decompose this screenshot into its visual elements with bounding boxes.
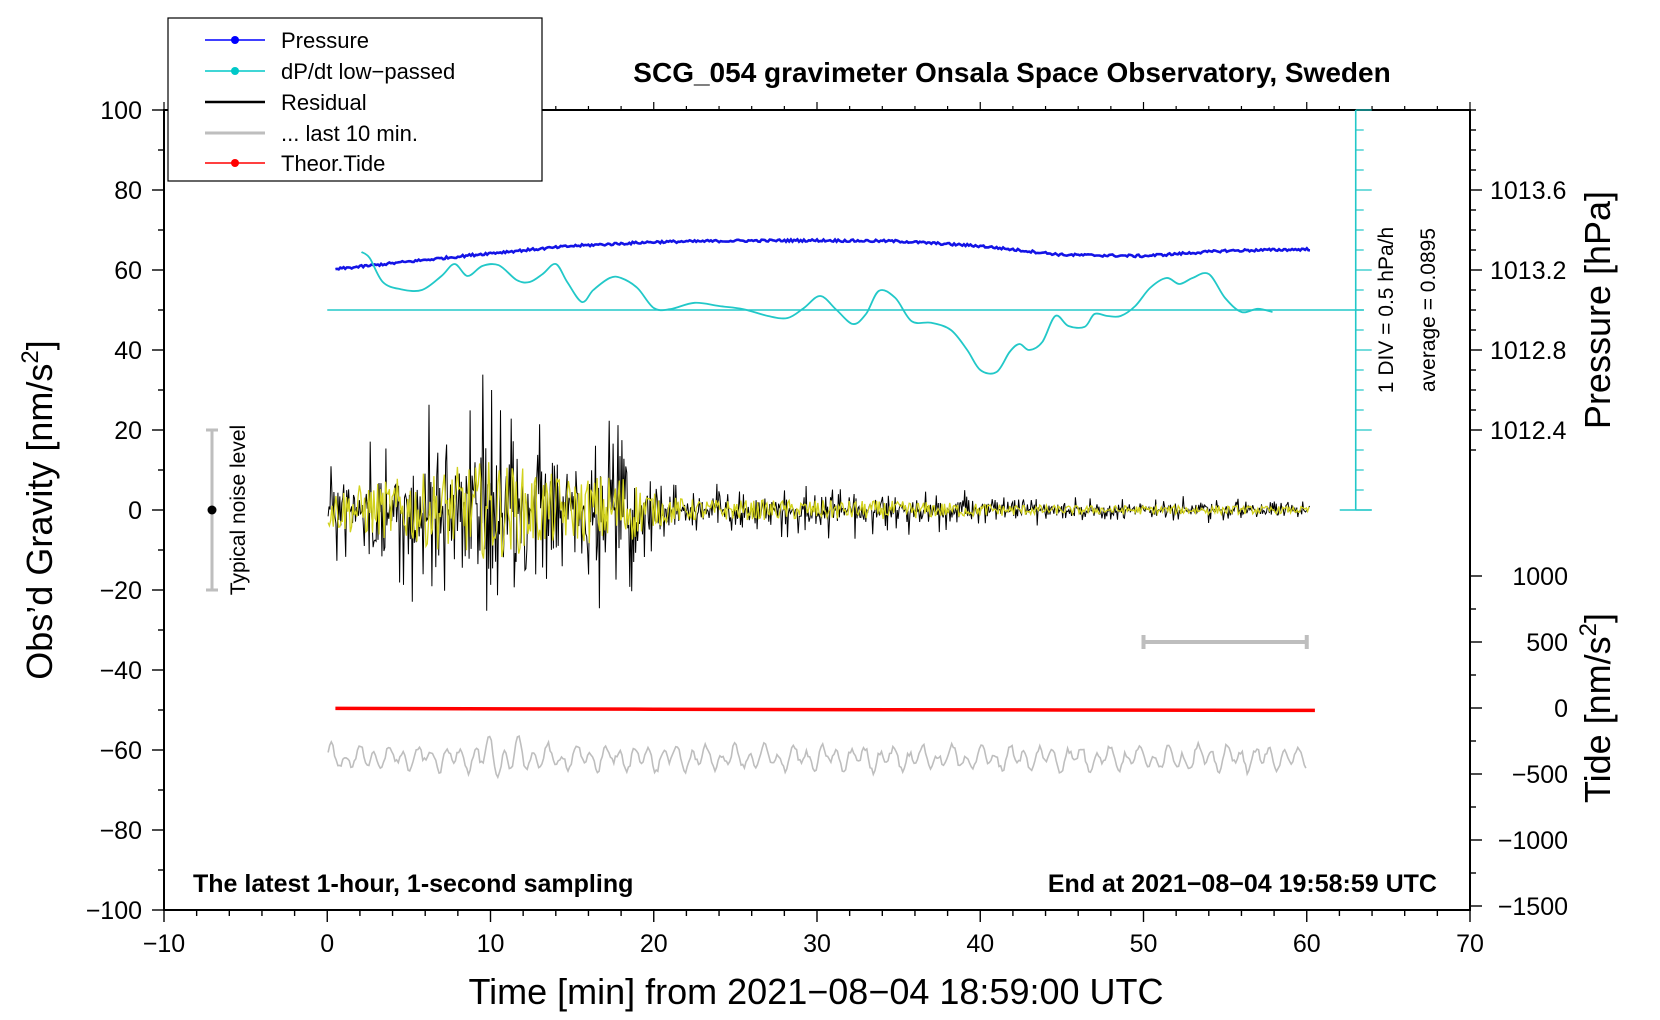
- x-tick-label: 30: [803, 930, 831, 958]
- legend-marker-pressure: [231, 36, 239, 44]
- footer-left-note: The latest 1‑hour, 1‑second sampling: [193, 870, 633, 898]
- legend-label-pressure: Pressure: [281, 28, 369, 53]
- pressure-tick-label: 1013.2: [1490, 257, 1566, 285]
- noise-level-label: Typical noise level: [227, 425, 250, 595]
- y-tick-label-left: 80: [114, 177, 142, 205]
- x-tick-label: 20: [640, 930, 668, 958]
- y-tick-label-left: −80: [100, 817, 142, 845]
- x-tick-label: 60: [1293, 930, 1321, 958]
- y-tick-label-left: 40: [114, 337, 142, 365]
- tide-tick-label: −500: [1512, 761, 1568, 789]
- footer-right-note: End at 2021−08−04 19:58:59 UTC: [1048, 870, 1437, 898]
- legend: Pressure dP/dt low−passed Residual ... l…: [167, 17, 543, 182]
- legend-item-tide: Theor.Tide: [205, 151, 385, 176]
- y-tick-label-left: −20: [100, 577, 142, 605]
- tide-tick-label: 0: [1554, 695, 1568, 723]
- legend-box: [167, 17, 543, 182]
- pressure-line: [335, 237, 1311, 271]
- x-tick-label: 40: [966, 930, 994, 958]
- tide-tick-label: −1500: [1498, 893, 1568, 921]
- y-tick-label-left: −60: [100, 737, 142, 765]
- pressure-tick-label: 1013.6: [1490, 177, 1566, 205]
- tide-tick-label: −1000: [1498, 827, 1568, 855]
- pressure-tick-label: 1012.8: [1490, 337, 1566, 365]
- x-tick-label: 50: [1130, 930, 1158, 958]
- y-axis-label-left: Obs’d Gravity [nm/s2]: [17, 340, 60, 679]
- y-tick-label-left: 20: [114, 417, 142, 445]
- y-tick-label-left: −40: [100, 657, 142, 685]
- legend-item-residual: Residual: [205, 90, 367, 115]
- legend-label-dpdt: dP/dt low−passed: [281, 59, 455, 84]
- x-axis-label: Time [min] from 2021−08−04 18:59:00 UTC: [468, 971, 1163, 1012]
- tide-line: [335, 706, 1315, 713]
- legend-marker-dpdt: [231, 67, 239, 75]
- pressure-tick-label: 1012.4: [1490, 417, 1567, 445]
- y-axis-label-tide-main: Tide [nm/s: [1577, 636, 1618, 803]
- legend-item-dpdt: dP/dt low−passed: [205, 59, 455, 84]
- legend-label-residual: Residual: [281, 90, 367, 115]
- x-tick-label: 10: [477, 930, 505, 958]
- y-axis-label-left-main: Obs’d Gravity [nm/s: [19, 364, 60, 680]
- chart-title: SCG_054 gravimeter Onsala Space Observat…: [633, 57, 1390, 88]
- y-axis-label-pressure: Pressure [hPa]: [1577, 191, 1618, 429]
- y-axis-label-tide: Tide [nm/s2]: [1575, 613, 1618, 803]
- legend-item-last10: ... last 10 min.: [205, 121, 418, 146]
- noise-level-dot: [207, 505, 217, 515]
- dpdt-line: [360, 251, 1273, 375]
- y-axis-label-left-end: ]: [19, 340, 60, 350]
- last10-line: [327, 734, 1307, 780]
- x-tick-label: 0: [320, 930, 334, 958]
- x-tick-label: 70: [1456, 930, 1484, 958]
- legend-label-last10: ... last 10 min.: [281, 121, 418, 146]
- dpdt-average-label: average = 0.0895: [1417, 228, 1440, 392]
- tide-tick-label: 1000: [1512, 563, 1568, 591]
- legend-label-tide: Theor.Tide: [281, 151, 385, 176]
- y-tick-label-left: 60: [114, 257, 142, 285]
- y-axis-label-left-sup: 2: [17, 350, 44, 363]
- residual-smoothed-line: [327, 462, 1310, 559]
- dpdt-scale-label: 1 DIV = 0.5 hPa/h: [1375, 227, 1398, 393]
- legend-marker-tide: [231, 159, 239, 167]
- residual-line: [327, 374, 1310, 611]
- x-tick-label: −10: [143, 930, 185, 958]
- y-tick-label-left: −100: [86, 897, 142, 925]
- y-tick-label-left: 0: [128, 497, 142, 525]
- legend-item-pressure: Pressure: [205, 28, 369, 53]
- y-axis-label-tide-end: ]: [1577, 613, 1618, 623]
- y-tick-label-left: 100: [100, 97, 142, 125]
- tide-tick-label: 500: [1526, 629, 1568, 657]
- y-axis-label-tide-sup: 2: [1575, 623, 1602, 636]
